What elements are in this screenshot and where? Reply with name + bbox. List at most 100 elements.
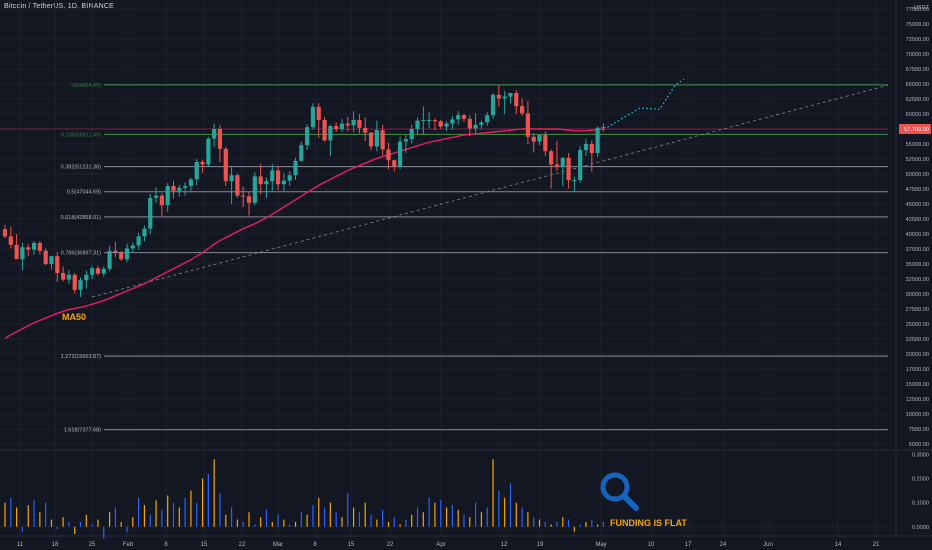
funding-bar [567,519,570,527]
funding-bar [184,497,186,527]
candle-body [223,148,228,182]
funding-bar [21,526,24,532]
candle-body [113,250,118,253]
funding-bar [504,497,506,527]
funding-bar [318,497,320,527]
price-axis-label: 35000.00 [906,262,929,268]
funding-bar [335,512,337,527]
funding-bar [562,517,564,527]
price-axis-label: 45000.00 [906,202,929,208]
price-axis-label: 17500.00 [906,367,929,373]
candle-body [49,256,54,264]
funding-bar [370,514,372,527]
candle-body [130,245,135,249]
candle-body [14,244,19,260]
projection-path [607,78,685,128]
candle-body [363,127,368,133]
price-axis-label: 70000.00 [906,52,929,58]
candle-body [525,113,530,137]
funding-bar [33,500,35,527]
candle-body [281,180,286,185]
funding-bar [230,507,233,527]
candle-body [461,115,467,119]
funding-bar [312,505,314,527]
funding-bar [527,512,529,527]
candle-body [293,160,298,176]
candle-body [415,120,420,129]
funding-bar [91,524,93,527]
time-axis-label: Feb [123,542,134,548]
fib-level-label: 0.786(36897.31) [61,251,102,257]
funding-bar [39,512,41,527]
funding-bar [405,519,407,527]
candle-body [194,162,199,180]
candle-body [95,268,101,274]
funding-bar [347,493,349,527]
funding-axis-label: 0.3000 [912,452,929,458]
candle-body [61,273,66,280]
candle-body [142,228,147,237]
candle-body [252,176,257,203]
funding-bar [329,502,331,527]
candle-body [519,106,525,114]
candle-body [148,198,153,229]
candle-body [531,136,536,142]
funding-bar [393,517,395,527]
candle-body [84,274,89,281]
candle-body [508,93,513,97]
funding-bar [306,514,308,527]
price-axis-label: 7500.00 [909,427,929,433]
candle-body [159,195,164,206]
candle-body [397,141,403,167]
funding-bar [469,517,471,527]
price-axis-label: 27500.00 [906,307,929,313]
funding-bar [196,502,198,527]
candle-body [31,243,37,250]
price-axis-label: 50000.00 [906,172,929,178]
candle-body [66,274,72,280]
funding-bar [74,526,76,534]
funding-bar [376,519,378,527]
funding-bar [399,524,401,527]
candle-body [496,94,501,99]
funding-bar [556,521,558,527]
candle-body [246,196,252,203]
funding-axis-label: 0.1000 [912,501,929,507]
ma50-line [4,128,604,339]
funding-bar [108,512,111,527]
fib-level-label: 0.5(47044.69) [67,190,101,196]
candle-body [217,129,223,149]
time-axis-label: Jun [763,542,773,548]
price-axis-label: 52500.00 [906,157,929,163]
funding-bar [143,505,146,527]
funding-bar [97,519,99,527]
candle-body [124,248,130,260]
candle-body [502,96,507,99]
currency-label: USDT [914,5,930,11]
funding-bar [50,519,53,527]
funding-bar [358,512,361,527]
candle-body [55,256,60,273]
candle-body [305,127,310,146]
candle-body [444,123,449,127]
funding-bar [271,521,273,527]
ma50-label: MA50 [62,312,86,322]
candle-body [409,129,414,140]
funding-bar [475,502,477,527]
funding-bar [190,490,192,527]
candle-body [560,157,565,167]
candle-body [177,187,182,191]
price-axis-label: 10000.00 [906,412,929,418]
fib-level-label: 0(64854.85) [71,83,101,89]
funding-axis-label: 0.0000 [912,525,929,531]
candle-body [235,175,240,196]
funding-bar [445,507,448,527]
time-axis-label: 8 [164,542,168,548]
funding-bar [248,512,250,527]
funding-bar [201,478,204,527]
funding-bar [521,507,523,527]
funding-bar [213,459,215,527]
funding-bar [225,514,227,527]
funding-bar [56,526,58,530]
